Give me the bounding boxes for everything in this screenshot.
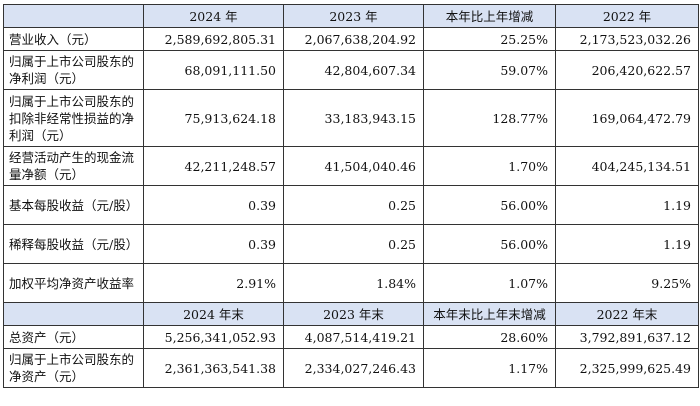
value-2024: 2,589,692,805.31 bbox=[143, 27, 284, 51]
value-2022: 9.25% bbox=[555, 263, 699, 303]
table-header-row-yearend: 2024 年末 2023 年末 本年末比上年末增减 2022 年末 bbox=[3, 302, 699, 326]
value-2023: 2,334,027,246.43 bbox=[283, 348, 424, 388]
row-label: 营业收入（元） bbox=[3, 27, 144, 51]
value-2023: 41,504,040.46 bbox=[283, 146, 424, 186]
table-row: 营业收入（元） 2,589,692,805.31 2,067,638,204.9… bbox=[3, 27, 699, 51]
value-change: 56.00% bbox=[423, 224, 556, 264]
value-2023: 33,183,943.15 bbox=[283, 89, 424, 147]
header-cell-2022: 2022 年 bbox=[555, 4, 699, 28]
value-2024: 2,361,363,541.38 bbox=[143, 348, 284, 388]
value-change: 28.60% bbox=[423, 325, 556, 349]
value-2022: 2,173,523,032.26 bbox=[555, 27, 699, 51]
table-row: 经营活动产生的现金流量净额（元） 42,211,248.57 41,504,04… bbox=[3, 146, 699, 186]
table-row: 总资产（元） 5,256,341,052.93 4,087,514,419.21… bbox=[3, 325, 699, 349]
header-cell-blank bbox=[3, 4, 144, 28]
value-2022: 206,420,622.57 bbox=[555, 50, 699, 90]
header-cell-2023-end: 2023 年末 bbox=[283, 302, 424, 326]
value-2022: 1.19 bbox=[555, 224, 699, 264]
value-2024: 5,256,341,052.93 bbox=[143, 325, 284, 349]
value-2022: 3,792,891,637.12 bbox=[555, 325, 699, 349]
table-row: 加权平均净资产收益率 2.91% 1.84% 1.07% 9.25% bbox=[3, 263, 699, 303]
header-cell-blank bbox=[3, 302, 144, 326]
row-label: 加权平均净资产收益率 bbox=[3, 263, 144, 303]
value-2023: 2,067,638,204.92 bbox=[283, 27, 424, 51]
value-2024: 2.91% bbox=[143, 263, 284, 303]
value-change: 1.17% bbox=[423, 348, 556, 388]
value-2023: 4,087,514,419.21 bbox=[283, 325, 424, 349]
value-2023: 1.84% bbox=[283, 263, 424, 303]
table-row: 归属于上市公司股东的净资产（元） 2,361,363,541.38 2,334,… bbox=[3, 348, 699, 388]
value-2022: 2,325,999,625.49 bbox=[555, 348, 699, 388]
value-change: 25.25% bbox=[423, 27, 556, 51]
financial-summary-table: 2024 年 2023 年 本年比上年增减 2022 年 营业收入（元） 2,5… bbox=[3, 4, 699, 388]
value-change: 56.00% bbox=[423, 185, 556, 225]
value-2024: 75,913,624.18 bbox=[143, 89, 284, 147]
header-cell-2024: 2024 年 bbox=[143, 4, 284, 28]
table-row: 归属于上市公司股东的扣除非经常性损益的净利润（元） 75,913,624.18 … bbox=[3, 89, 699, 147]
value-change: 1.70% bbox=[423, 146, 556, 186]
value-2023: 42,804,607.34 bbox=[283, 50, 424, 90]
value-change: 59.07% bbox=[423, 50, 556, 90]
value-2023: 0.25 bbox=[283, 224, 424, 264]
row-label: 总资产（元） bbox=[3, 325, 144, 349]
value-2024: 0.39 bbox=[143, 224, 284, 264]
value-2024: 68,091,111.50 bbox=[143, 50, 284, 90]
value-2022: 404,245,134.51 bbox=[555, 146, 699, 186]
value-2022: 169,064,472.79 bbox=[555, 89, 699, 147]
row-label: 经营活动产生的现金流量净额（元） bbox=[3, 146, 144, 186]
value-change: 128.77% bbox=[423, 89, 556, 147]
value-2023: 0.25 bbox=[283, 185, 424, 225]
table-row: 归属于上市公司股东的净利润（元） 68,091,111.50 42,804,60… bbox=[3, 50, 699, 90]
table-row: 稀释每股收益（元/股） 0.39 0.25 56.00% 1.19 bbox=[3, 224, 699, 264]
table-row: 基本每股收益（元/股） 0.39 0.25 56.00% 1.19 bbox=[3, 185, 699, 225]
table-header-row-annual: 2024 年 2023 年 本年比上年增减 2022 年 bbox=[3, 4, 699, 28]
value-2022: 1.19 bbox=[555, 185, 699, 225]
row-label: 归属于上市公司股东的净利润（元） bbox=[3, 50, 144, 90]
value-2024: 42,211,248.57 bbox=[143, 146, 284, 186]
header-cell-2024-end: 2024 年末 bbox=[143, 302, 284, 326]
row-label: 基本每股收益（元/股） bbox=[3, 185, 144, 225]
row-label: 归属于上市公司股东的扣除非经常性损益的净利润（元） bbox=[3, 89, 144, 147]
row-label: 稀释每股收益（元/股） bbox=[3, 224, 144, 264]
row-label: 归属于上市公司股东的净资产（元） bbox=[3, 348, 144, 388]
value-2024: 0.39 bbox=[143, 185, 284, 225]
value-change: 1.07% bbox=[423, 263, 556, 303]
header-cell-2022-end: 2022 年末 bbox=[555, 302, 699, 326]
header-cell-change: 本年比上年增减 bbox=[423, 4, 556, 28]
header-cell-2023: 2023 年 bbox=[283, 4, 424, 28]
header-cell-change-end: 本年末比上年末增减 bbox=[423, 302, 556, 326]
